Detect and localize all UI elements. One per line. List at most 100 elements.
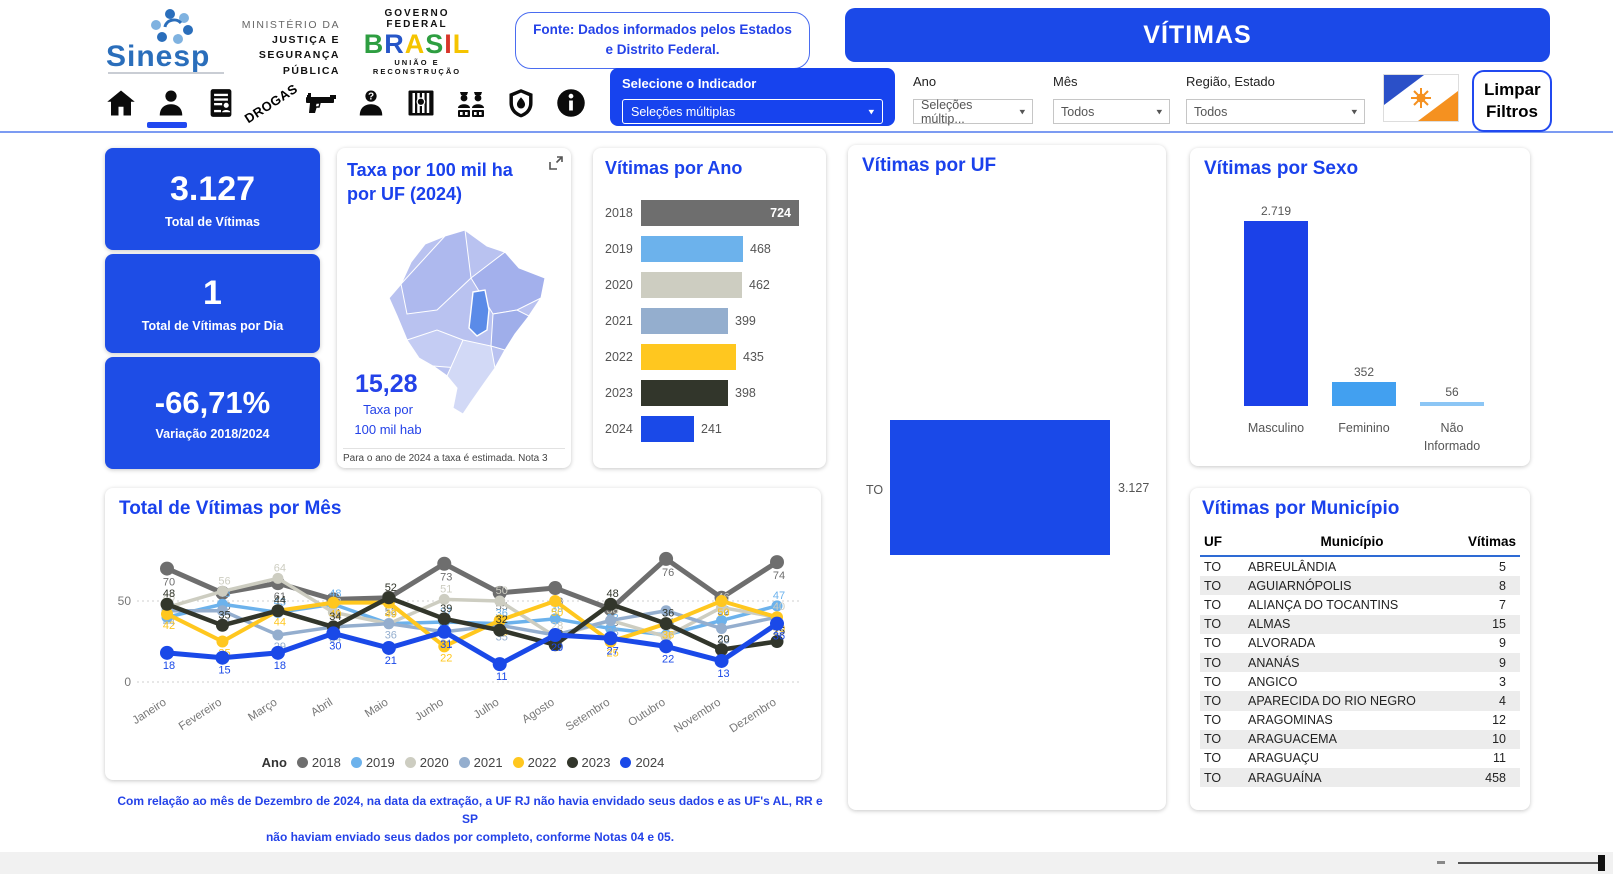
ano-bar[interactable] — [641, 380, 728, 406]
data-point[interactable] — [549, 613, 561, 625]
data-point[interactable] — [216, 585, 228, 597]
vitimas-por-mes-chart[interactable]: 0 50 Janeiro Fevereiro Março Abril Maio Junho Ju… — [109, 522, 815, 738]
data-point[interactable] — [660, 631, 672, 643]
data-point[interactable] — [494, 595, 506, 607]
sexo-bar-column[interactable]: 56 — [1418, 385, 1486, 406]
line-series-2018[interactable] — [165, 556, 779, 612]
data-point[interactable] — [659, 617, 673, 631]
data-point[interactable] — [493, 614, 506, 627]
legend-item-2022[interactable]: 2022 — [512, 755, 557, 770]
line-series-2024[interactable] — [166, 621, 779, 667]
table-header-município[interactable]: Município — [1244, 528, 1460, 557]
data-point[interactable] — [492, 585, 507, 600]
limpar-filtros-button[interactable]: Limpar Filtros — [1472, 70, 1552, 133]
expand-icon[interactable] — [549, 156, 563, 175]
table-header-uf[interactable]: UF — [1200, 528, 1244, 557]
legend-item-2018[interactable]: 2018 — [296, 755, 341, 770]
data-point[interactable] — [160, 645, 174, 660]
data-point[interactable] — [771, 600, 783, 612]
ano-bar[interactable]: 724 — [641, 200, 799, 226]
legend-item-2020[interactable]: 2020 — [404, 755, 449, 770]
firearm-icon[interactable] — [303, 84, 339, 122]
data-point[interactable] — [770, 635, 784, 648]
legend-item-2019[interactable]: 2019 — [350, 755, 395, 770]
ano-bar-row[interactable]: 2022 435 — [605, 344, 818, 370]
missing-person-icon[interactable]: ? — [353, 84, 389, 122]
ano-bar-row[interactable]: 2024 241 — [605, 416, 818, 442]
table-row[interactable]: TO ARAGUAÍNA 458 — [1200, 768, 1520, 788]
data-point[interactable] — [770, 616, 784, 631]
sexo-bar[interactable] — [1420, 402, 1484, 406]
data-point[interactable] — [437, 612, 451, 626]
ano-bar-row[interactable]: 2019 468 — [605, 236, 818, 262]
police-group-icon[interactable] — [453, 84, 489, 122]
table-row[interactable]: TO ANANÁS 9 — [1200, 652, 1520, 673]
data-point[interactable] — [548, 581, 563, 596]
data-point[interactable] — [270, 645, 285, 660]
data-point[interactable] — [659, 551, 674, 566]
drogas-tab[interactable]: DROGAS — [241, 80, 301, 126]
ano-bar[interactable] — [641, 236, 743, 262]
data-point[interactable] — [715, 595, 728, 607]
regiao-dropdown[interactable]: Todos ▾ — [1186, 99, 1365, 124]
table-row[interactable]: TO ARAGUACEMA 10 — [1200, 729, 1520, 749]
vitimas-por-sexo-chart[interactable]: 2.719 352 56 — [1242, 198, 1486, 406]
sexo-bar-column[interactable]: 2.719 — [1242, 204, 1310, 406]
brazil-choropleth-map[interactable] — [367, 218, 567, 448]
table-row[interactable]: TO APARECIDA DO RIO NEGRO 4 — [1200, 691, 1520, 711]
ano-bar-row[interactable]: 2023 398 — [605, 380, 818, 406]
line-series-2021[interactable] — [167, 608, 778, 637]
legend-item-2023[interactable]: 2023 — [566, 755, 610, 770]
data-point[interactable] — [272, 629, 284, 641]
horizontal-scrollbar-handle[interactable] — [1598, 855, 1605, 871]
sexo-bar[interactable] — [1244, 221, 1308, 406]
records-icon[interactable] — [203, 84, 239, 122]
data-point[interactable] — [327, 596, 340, 609]
data-point[interactable] — [716, 623, 728, 635]
legend-item-2021[interactable]: 2021 — [458, 755, 503, 770]
info-icon[interactable] — [553, 84, 589, 122]
data-point[interactable] — [272, 572, 284, 584]
table-row[interactable]: TO ALVORADA 9 — [1200, 634, 1520, 653]
data-point[interactable] — [161, 607, 173, 620]
table-row[interactable]: TO ABREULÂNDIA 5 — [1200, 556, 1520, 576]
victims-tab-icon[interactable] — [153, 84, 189, 122]
data-point[interactable] — [160, 597, 174, 611]
data-point[interactable] — [381, 640, 396, 655]
data-point[interactable] — [326, 626, 341, 641]
data-point[interactable] — [160, 561, 174, 576]
ano-dropdown[interactable]: Seleções múltip... ▾ — [913, 98, 1033, 126]
data-point[interactable] — [492, 657, 507, 672]
data-point[interactable] — [216, 635, 229, 648]
home-icon[interactable] — [103, 84, 139, 122]
ano-bar-row[interactable]: 2020 462 — [605, 272, 818, 298]
data-point[interactable] — [215, 650, 230, 665]
table-row[interactable]: TO ANGICO 3 — [1200, 672, 1520, 691]
horizontal-scrollbar-track[interactable] — [1458, 862, 1598, 864]
ano-bar[interactable] — [641, 344, 736, 370]
data-point[interactable] — [549, 595, 562, 607]
mes-dropdown[interactable]: Todos ▾ — [1053, 99, 1170, 124]
data-point[interactable] — [715, 643, 729, 657]
data-point[interactable] — [548, 628, 563, 643]
scroll-minus-icon[interactable] — [1437, 861, 1445, 864]
uf-bar[interactable] — [890, 420, 1110, 555]
data-point[interactable] — [605, 623, 617, 635]
data-point[interactable] — [770, 555, 784, 570]
table-row[interactable]: TO ARAGUAÇU 11 — [1200, 749, 1520, 768]
line-series-2022[interactable] — [166, 599, 778, 649]
data-point[interactable] — [383, 618, 395, 630]
ano-bar[interactable] — [641, 272, 742, 298]
data-point[interactable] — [714, 653, 729, 668]
legend-item-2024[interactable]: 2024 — [620, 755, 664, 770]
table-row[interactable]: TO ARAGOMINAS 12 — [1200, 711, 1520, 730]
ano-bar-row[interactable]: 2018 724 — [605, 200, 818, 226]
ano-bar-row[interactable]: 2021 399 — [605, 308, 818, 334]
line-series-2020[interactable] — [166, 576, 778, 639]
ano-bar[interactable] — [641, 416, 694, 442]
data-point[interactable] — [437, 556, 452, 571]
sexo-bar[interactable] — [1332, 382, 1396, 406]
data-point[interactable] — [548, 638, 562, 652]
data-point[interactable] — [215, 618, 229, 632]
data-point[interactable] — [716, 614, 728, 626]
